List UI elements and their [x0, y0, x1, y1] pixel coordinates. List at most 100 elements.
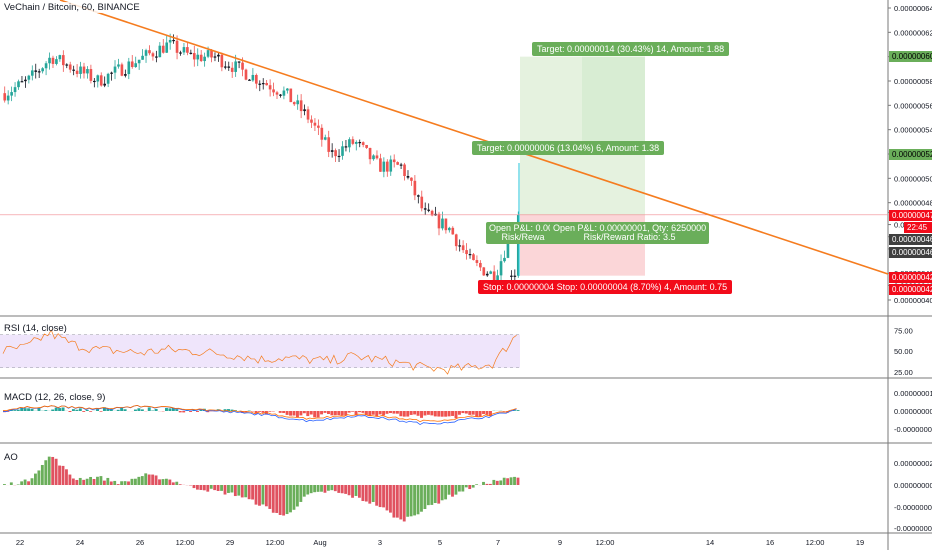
ao-bar [295, 485, 299, 507]
macd-histogram-bar [478, 411, 482, 417]
candle-body [413, 180, 417, 196]
ao-bar [202, 485, 206, 491]
ao-bar [244, 485, 248, 498]
ao-bar [137, 476, 141, 485]
ao-bar [178, 484, 182, 485]
candle-body [217, 54, 220, 57]
ao-bar [71, 478, 75, 485]
open-pnl-label-2[interactable]: Open P&L: 0.00000001, Qty: 6250000 Risk/… [550, 222, 710, 244]
ao-bar [282, 485, 286, 516]
ao-bar [361, 485, 365, 502]
macd-histogram-bar [395, 411, 399, 414]
ao-bar [506, 478, 510, 485]
axis-tag-stop-2: 0.00000042 [889, 284, 932, 295]
ao-bar [437, 485, 441, 504]
ao-bar [164, 478, 168, 485]
target2-label[interactable]: Target: 0.00000014 (30.43%) 14, Amount: … [532, 42, 730, 56]
target1-label[interactable]: Target: 0.00000006 (13.04%) 6, Amount: 1… [472, 141, 665, 155]
candle-body [275, 92, 279, 95]
price-tick-label: 0.00000040 [894, 296, 932, 305]
candle-body [137, 59, 141, 64]
open-pnl-label-1[interactable]: Open P&L: 0.0000 Risk/Rewa [486, 222, 560, 244]
ao-bar [171, 482, 175, 485]
macd-histogram-bar [368, 411, 372, 416]
macd-histogram-bar [254, 411, 258, 414]
macd-histogram-bar [358, 411, 361, 413]
rsi-band [0, 334, 520, 368]
macd-histogram-bar [402, 411, 406, 417]
ao-bar [333, 485, 337, 492]
candle-body [68, 64, 72, 70]
candle-body [396, 162, 399, 165]
ao-bar [316, 485, 320, 492]
ao-bar [158, 479, 161, 485]
ao-bar [127, 481, 130, 485]
x-tick-label: 12:00 [176, 538, 195, 547]
ao-bar [423, 485, 427, 509]
macd-histogram-bar [230, 409, 234, 411]
candle-body [454, 234, 458, 247]
x-tick-label: 12:00 [806, 538, 825, 547]
candle-body [406, 176, 410, 178]
ao-bar [392, 485, 396, 518]
macd-histogram-bar [227, 409, 230, 411]
macd-histogram-bar [171, 407, 175, 411]
ao-bar [109, 481, 113, 485]
macd-histogram-bar [196, 411, 199, 412]
ao-bar [495, 480, 499, 485]
candle-body [158, 45, 162, 58]
candle-body [513, 275, 517, 277]
ao-bar [89, 476, 93, 485]
candle-body [265, 83, 268, 86]
ao-bar [454, 485, 458, 495]
ao-bar [326, 485, 330, 491]
candle-body [99, 75, 103, 86]
candle-body [348, 139, 351, 148]
ao-bar [389, 485, 392, 513]
ao-bar [175, 481, 179, 485]
candle-body [241, 62, 244, 70]
candle-body [186, 47, 189, 53]
ao-bar [292, 485, 296, 510]
macd-histogram-bar [85, 409, 89, 411]
candle-body [227, 66, 231, 68]
candle-body [175, 40, 179, 53]
macd-histogram-bar [361, 411, 365, 413]
candle-body [48, 57, 51, 64]
candle-body [51, 57, 55, 64]
rr-1-text: Risk/Rewa [501, 232, 545, 242]
macd-histogram-bar [27, 408, 31, 411]
candle-body [172, 39, 175, 42]
macd-histogram-bar [278, 411, 282, 413]
candle-body [510, 275, 513, 277]
ao-bar [433, 485, 437, 504]
ao-bar [306, 485, 310, 495]
macd-histogram-bar [13, 410, 17, 411]
macd-histogram-bar [299, 411, 303, 416]
macd-histogram-bar [423, 411, 427, 416]
candle-body [365, 144, 368, 148]
candle-body [437, 213, 441, 229]
candle-body [344, 146, 348, 148]
macd-histogram-bar [457, 411, 461, 415]
x-tick-label: 12:00 [596, 538, 615, 547]
ao-bar [220, 485, 223, 491]
macd-histogram-bar [354, 411, 358, 416]
macd-histogram-bar [337, 411, 341, 416]
candle-body [10, 92, 13, 96]
ao-bar [378, 485, 382, 508]
macd-histogram-bar [206, 411, 210, 413]
rsi-tick-label: 25.00 [894, 368, 913, 377]
ao-bar [230, 485, 234, 493]
macd-histogram-bar [61, 407, 65, 411]
macd-histogram-bar [482, 411, 486, 414]
stop-label[interactable]: Stop: 0.00000004 Stop: 0.00000004 (8.70%… [478, 280, 733, 294]
open-pnl-2-text: Open P&L: 0.00000001, Qty: 6250000 [553, 223, 707, 233]
ao-bar [54, 458, 58, 485]
ao-bar [320, 485, 323, 492]
candle-body [444, 218, 448, 231]
ao-bar [78, 477, 82, 485]
ao-bar [313, 485, 317, 493]
candle-body [223, 66, 227, 68]
